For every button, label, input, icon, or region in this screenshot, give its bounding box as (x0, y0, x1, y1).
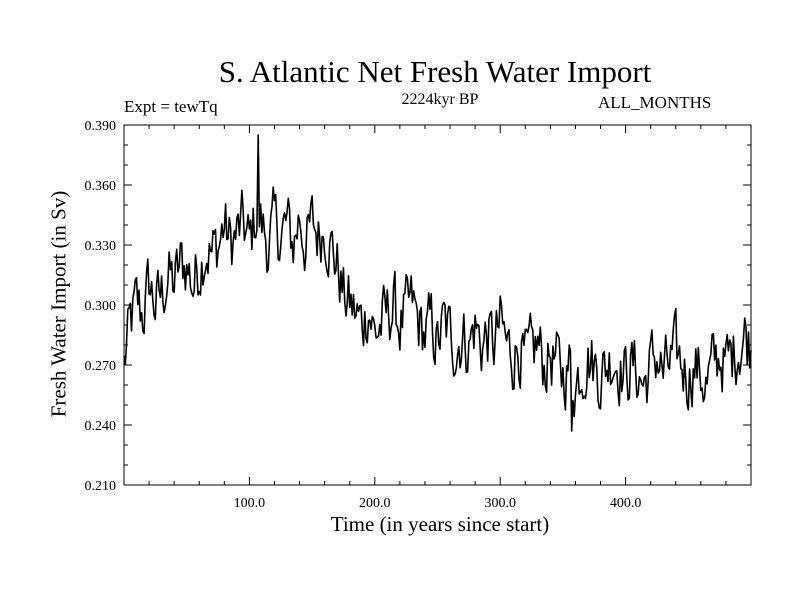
chart-title: S. Atlantic Net Fresh Water Import (218, 54, 652, 89)
months-label: ALL_MONTHS (598, 93, 712, 112)
y-tick-label: 0.390 (85, 119, 117, 134)
x-tick-label: 100.0 (234, 496, 266, 511)
y-tick-label: 0.360 (85, 179, 117, 194)
axis-ticks: 0.210 0.240 0.270 0.300 0.330 0.360 0.390 100.0… (85, 119, 751, 511)
period-label: 2224kyr BP (401, 91, 479, 108)
experiment-label: Expt = tewTq (124, 97, 218, 116)
y-tick-label: 0.210 (85, 479, 117, 494)
y-tick-label: 0.330 (85, 239, 117, 254)
y-tick-label: 0.300 (85, 299, 117, 314)
x-tick-label: 200.0 (359, 496, 391, 511)
data-series (123, 134, 752, 432)
plot-frame (123, 124, 752, 486)
x-axis-label: Time (in years since start) (330, 512, 550, 536)
series-line (123, 134, 752, 432)
x-tick-label: 400.0 (610, 496, 642, 511)
x-tick-label: 300.0 (484, 496, 516, 511)
y-tick-label: 0.270 (85, 359, 117, 374)
y-tick-label: 0.240 (85, 419, 117, 434)
